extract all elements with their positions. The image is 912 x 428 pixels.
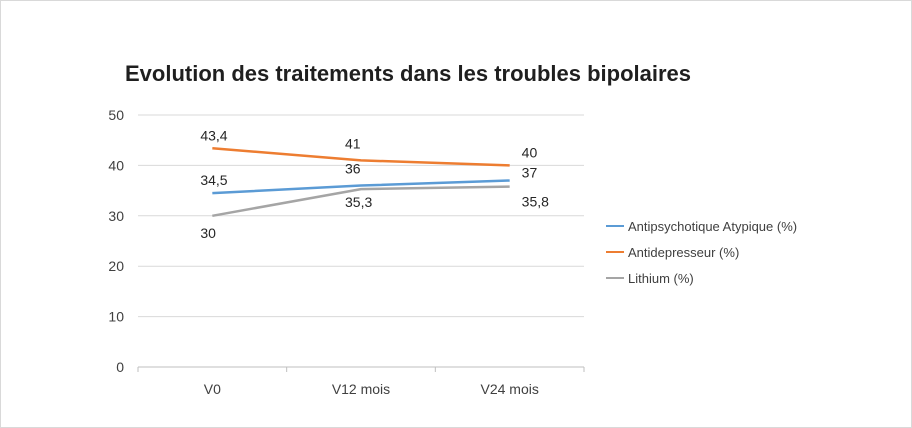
legend-item-antipsychotique: Antipsychotique Atypique (%) (606, 213, 797, 239)
series-line-antidepresseur (212, 147, 510, 167)
y-tick-label: 50 (108, 107, 124, 123)
y-tick-label: 30 (108, 208, 124, 224)
data-label-antipsychotique: 34,5 (200, 172, 227, 188)
data-label-lithium: 35,8 (522, 194, 549, 210)
legend: Antipsychotique Atypique (%) Antidepress… (606, 213, 797, 291)
data-label-antidepresseur: 40 (522, 144, 538, 160)
y-tick-label: 20 (108, 258, 124, 274)
legend-item-antidepresseur: Antidepresseur (%) (606, 239, 797, 265)
data-label-antidepresseur: 43,4 (200, 127, 227, 143)
x-tick-label: V0 (204, 381, 221, 397)
y-tick-label: 10 (108, 309, 124, 325)
data-label-lithium: 35,3 (345, 194, 372, 210)
data-label-lithium: 30 (200, 225, 216, 241)
x-tick-label: V12 mois (332, 381, 390, 397)
data-label-antipsychotique: 37 (522, 165, 538, 181)
legend-label-antidepresseur: Antidepresseur (%) (628, 244, 740, 260)
series-line-lithium (212, 185, 510, 218)
y-tick-label: 0 (116, 359, 124, 375)
y-tick-label: 40 (108, 157, 124, 173)
x-tick-label: V24 mois (480, 381, 538, 397)
legend-item-lithium: Lithium (%) (606, 265, 797, 291)
legend-swatch-antidepresseur (606, 251, 624, 253)
chart-title: Evolution des traitements dans les troub… (125, 61, 692, 86)
legend-swatch-lithium (606, 277, 624, 279)
legend-swatch-antipsychotique (606, 225, 624, 227)
data-label-antipsychotique: 36 (345, 161, 361, 177)
legend-label-antipsychotique: Antipsychotique Atypique (%) (628, 218, 798, 234)
data-label-antidepresseur: 41 (345, 135, 361, 151)
legend-label-lithium: Lithium (%) (628, 270, 694, 286)
series-line-antipsychotique (212, 179, 510, 195)
